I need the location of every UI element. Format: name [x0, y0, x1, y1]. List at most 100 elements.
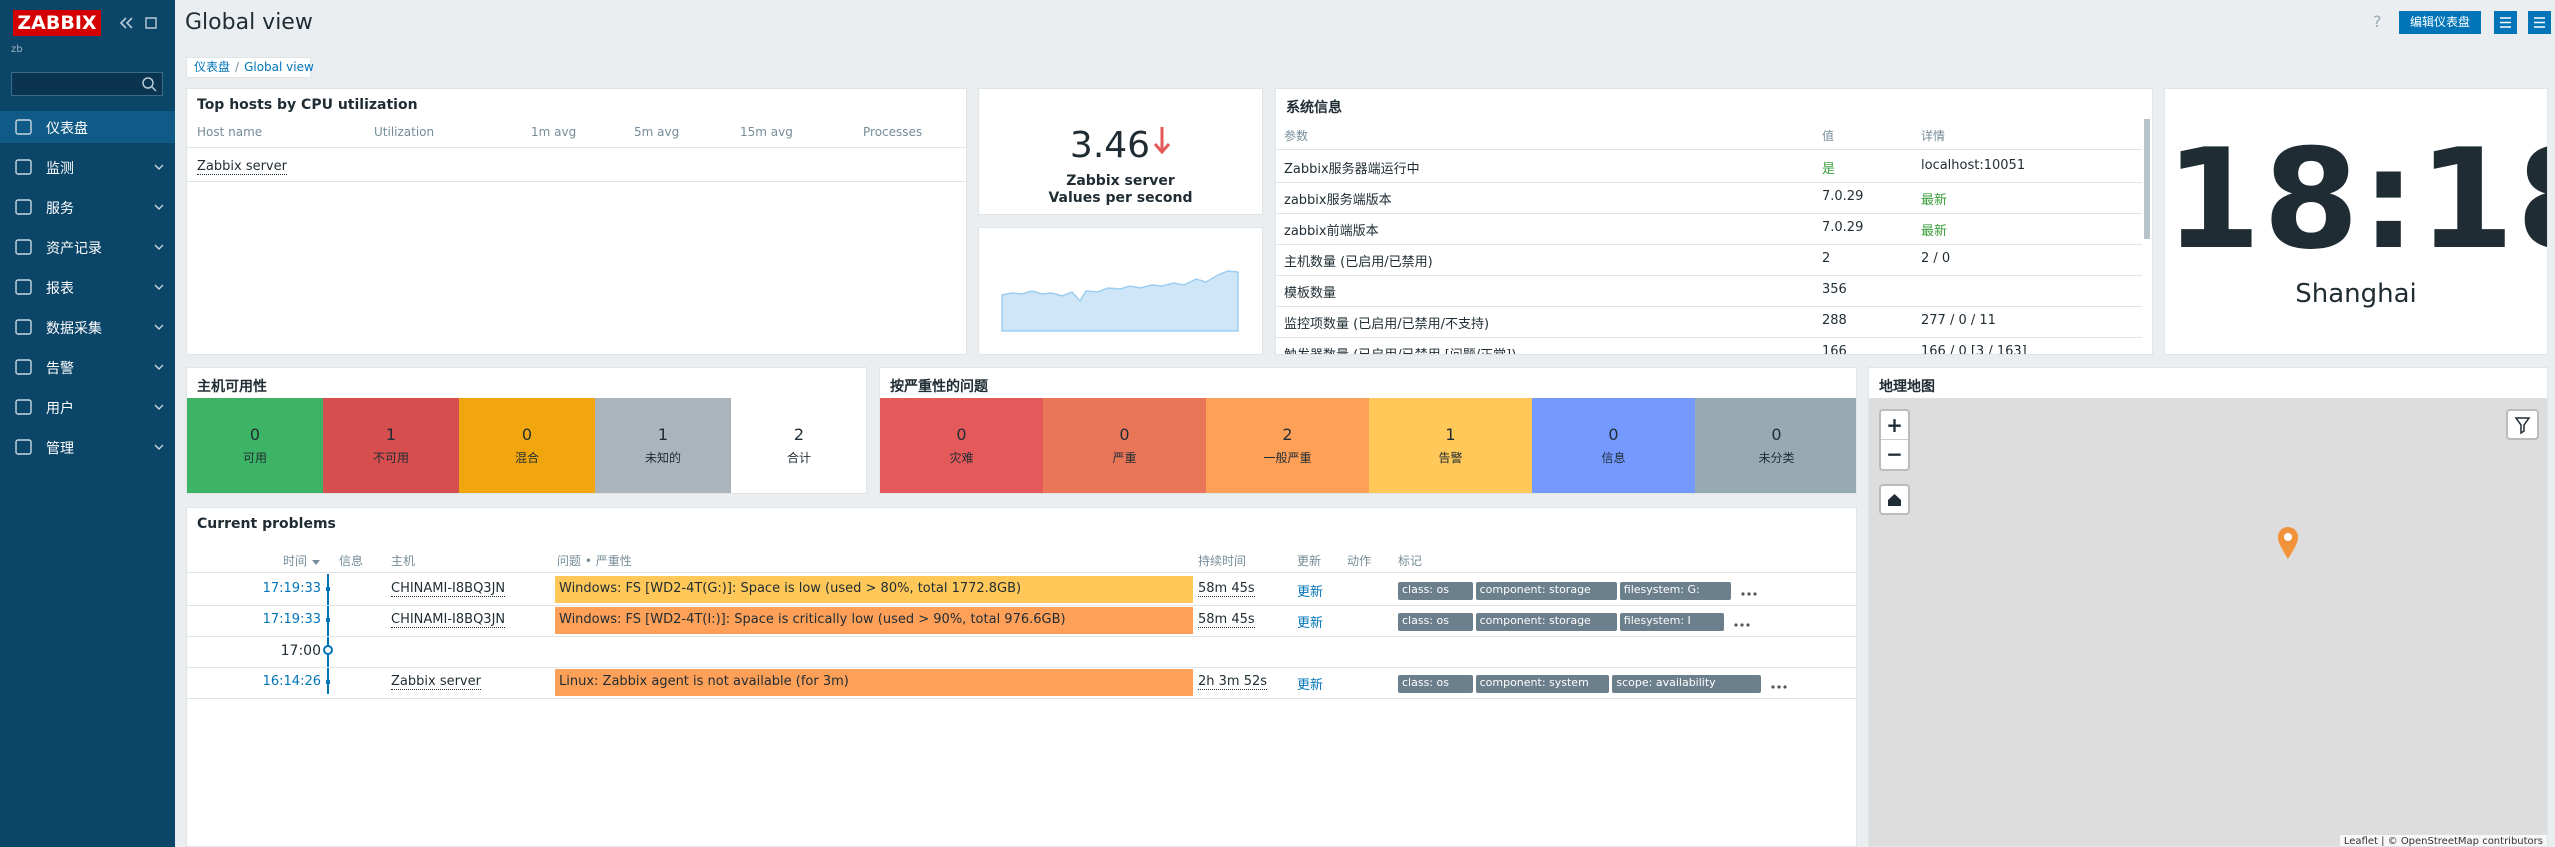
widget-title: 地理地图 — [1879, 379, 1935, 395]
menu-label: 数据采集 — [46, 321, 102, 337]
menu-item[interactable]: 告警 — [0, 351, 175, 383]
host[interactable]: CHINAMI-I8BQ3JN — [391, 581, 506, 597]
help[interactable]: ? — [2373, 12, 2382, 31]
search[interactable] — [11, 72, 163, 96]
param: 触发器数量 (已启用/已禁用 [问题/正常]) — [1284, 344, 1516, 354]
value: 是 — [1822, 162, 1836, 177]
tile-label: 一般严重 — [1263, 451, 1312, 465]
duration: 58m 45s — [1198, 612, 1255, 628]
filter-button[interactable] — [2506, 409, 2539, 440]
menu-item[interactable]: 监测 — [0, 151, 175, 183]
menu-icon — [15, 439, 164, 455]
host[interactable]: CHINAMI-I8BQ3JN — [391, 612, 506, 628]
menu-item[interactable]: 数据采集 — [0, 311, 175, 343]
icon-button[interactable] — [2494, 11, 2517, 34]
home-button[interactable] — [1879, 484, 1910, 515]
divider — [187, 147, 966, 148]
count: 0 — [521, 425, 533, 444]
main: Global view? 编辑仪表盘 仪表盘 / Global view Top host… — [175, 0, 2555, 847]
server-name: zb — [11, 44, 23, 55]
sort-arrow — [311, 556, 321, 571]
marker-circle — [323, 645, 333, 655]
attribution: Leaflet | © OpenStreetMap contributors — [2339, 835, 2547, 846]
sparkline — [1001, 270, 1239, 332]
menu-label: 仪表盘 — [46, 121, 88, 137]
menu-item[interactable]: 用户 — [0, 391, 175, 423]
row-line — [187, 667, 1856, 668]
host: Zabbix server — [1066, 173, 1175, 189]
menu-item[interactable]: 仪表盘 — [0, 111, 175, 143]
details: 2 / 0 — [1921, 251, 1951, 266]
logo[interactable]: ZABBIX — [13, 10, 101, 36]
value: 7.0.29 — [1822, 189, 1864, 204]
value: 166 — [1822, 344, 1847, 355]
column-header: Processes — [863, 125, 923, 139]
row-line — [187, 698, 1856, 699]
tag: class: os — [1398, 675, 1473, 693]
count: 1 — [385, 425, 397, 444]
column-header: 信息 — [339, 554, 364, 568]
tile-label: 告警 — [1438, 451, 1463, 465]
details: 166 / 0 [3 / 163] — [1921, 344, 2027, 355]
count: 1 — [1445, 425, 1456, 444]
menu-item[interactable]: 报表 — [0, 271, 175, 303]
zone: Shanghai — [2295, 279, 2417, 309]
param: zabbix服务端版本 — [1284, 193, 1392, 208]
label: Values per second — [1048, 190, 1193, 206]
time[interactable]: 17:19:33 — [262, 581, 321, 596]
tile-label: 信息 — [1601, 451, 1626, 465]
crumb[interactable]: 仪表盘 — [194, 60, 231, 74]
geomap-widget: 地理地图 + − Leaflet | © OpenStreetMap contribu… — [1868, 367, 2548, 847]
row-line — [1276, 275, 2142, 276]
marker-icon — [2278, 527, 2298, 559]
menu-item[interactable]: 资产记录 — [0, 231, 175, 263]
duration: 58m 45s — [1198, 581, 1255, 597]
home-icon — [1888, 494, 1901, 506]
host[interactable]: Zabbix server — [391, 674, 481, 690]
menu-label: 资产记录 — [46, 241, 102, 257]
icon — [2500, 17, 2511, 28]
arrow — [312, 560, 320, 565]
edit-button[interactable]: 编辑仪表盘 — [2399, 11, 2481, 34]
sidebar-controls — [118, 14, 164, 32]
dot — [326, 680, 330, 684]
menu-item[interactable]: 服务 — [0, 191, 175, 223]
zoom-in[interactable]: + — [1881, 411, 1908, 440]
divider — [187, 572, 1856, 573]
column-header: 动作 — [1347, 554, 1372, 568]
tile: 0 灾难 — [880, 398, 1043, 493]
update[interactable]: 更新 — [1297, 678, 1324, 693]
details: 最新 — [1921, 193, 1948, 208]
problem[interactable]: Windows: FS [WD2-4T(I:)]: Space is criti… — [555, 607, 1193, 634]
top-hosts-widget: Top hosts by CPU utilization Host name Uti… — [186, 88, 967, 355]
problem[interactable]: Windows: FS [WD2-4T(G:)]: Space is low (… — [555, 576, 1193, 603]
zoom-out[interactable]: − — [1886, 442, 1903, 466]
tag: filesystem: I — [1619, 613, 1724, 631]
more[interactable] — [1733, 617, 1751, 632]
menu-label: 服务 — [46, 201, 74, 217]
row-line — [187, 636, 1856, 637]
more[interactable] — [1740, 586, 1758, 601]
tile-label: 可用 — [242, 451, 267, 465]
tile: 0 未分类 — [1695, 398, 1856, 493]
crumb[interactable]: Global view — [244, 60, 314, 74]
update[interactable]: 更新 — [1297, 585, 1324, 600]
value: 3.46 — [979, 125, 1262, 166]
time[interactable]: 17:19:33 — [262, 612, 321, 627]
count: 1 — [657, 425, 669, 444]
menu-item[interactable]: 管理 — [0, 431, 175, 463]
column-header: 15m avg — [740, 125, 793, 139]
update[interactable]: 更新 — [1297, 616, 1324, 631]
menu-icon — [15, 239, 164, 255]
icon-button[interactable] — [2528, 11, 2551, 34]
column-header: 5m avg — [634, 125, 680, 139]
tile-label: 未知的 — [644, 451, 681, 465]
param: 监控项数量 (已启用/已禁用/不支持) — [1284, 317, 1490, 332]
column-header: 问题 • 严重性 — [557, 554, 632, 568]
more[interactable] — [1770, 679, 1788, 694]
time[interactable]: 16:14:26 — [262, 674, 321, 689]
value: 356 — [1822, 282, 1847, 297]
count: 0 — [1771, 425, 1782, 444]
count: 2 — [1282, 425, 1293, 444]
problem[interactable]: Linux: Zabbix agent is not available (fo… — [555, 669, 1193, 696]
